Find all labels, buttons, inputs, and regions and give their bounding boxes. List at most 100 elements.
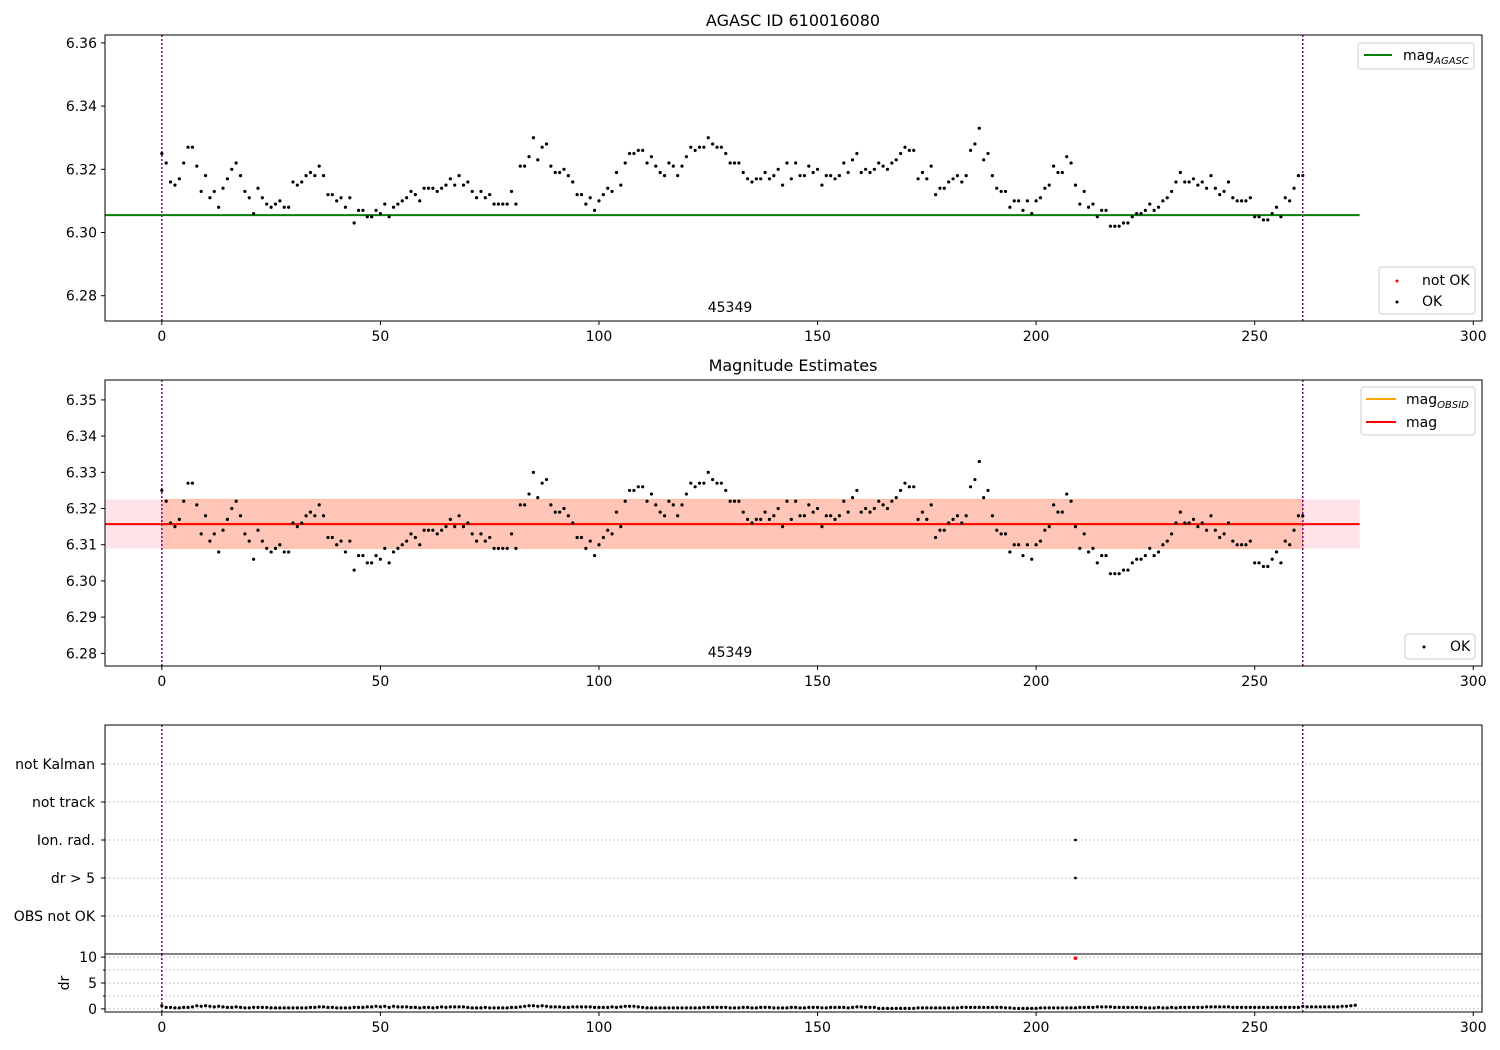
- dr-ok-point: [964, 1005, 968, 1009]
- panel1-legend-lower: not OK OK: [1378, 266, 1476, 315]
- ok-point: [269, 205, 273, 209]
- ok-point: [1047, 525, 1051, 529]
- ok-point: [1021, 208, 1025, 212]
- ok-point: [588, 196, 592, 200]
- ok-point: [1139, 557, 1143, 561]
- ok-point: [711, 142, 715, 146]
- ok-point: [282, 550, 286, 554]
- dr-ok-point: [549, 1005, 553, 1009]
- ok-point: [711, 477, 715, 482]
- dr-ok-point: [221, 1005, 225, 1009]
- ok-point: [352, 221, 356, 225]
- ok-point: [160, 488, 164, 493]
- ok-point: [763, 170, 767, 175]
- ok-point: [1165, 539, 1169, 543]
- panel4-frame: [104, 953, 1483, 1013]
- ok-point: [1226, 180, 1231, 184]
- ok-point: [732, 499, 737, 503]
- panel2-xtick-label: 0: [157, 674, 166, 690]
- ok-point: [470, 532, 474, 536]
- dr-ok-point: [1222, 1005, 1226, 1009]
- dr-ok-point: [431, 1006, 435, 1010]
- ok-point: [960, 521, 964, 525]
- dr-ok-point: [1091, 1005, 1095, 1009]
- dr-ok-point: [1117, 1005, 1121, 1009]
- dr-ok-point: [1148, 1006, 1152, 1010]
- ok-point: [1117, 572, 1121, 576]
- ok-point: [492, 546, 496, 550]
- ok-point: [431, 528, 435, 532]
- ok-point: [715, 481, 719, 485]
- ok-point: [501, 546, 505, 550]
- ok-point: [1135, 557, 1139, 561]
- ok-point: [632, 488, 636, 493]
- ok-point: [719, 481, 723, 485]
- ok-point: [1052, 503, 1056, 507]
- ok-point: [348, 196, 352, 200]
- ok-point: [1017, 543, 1021, 547]
- ok-point: [321, 514, 326, 518]
- dr-ok-point: [1100, 1005, 1104, 1009]
- ok-point: [1248, 196, 1252, 200]
- panel2-ytick-label: 6.32: [66, 502, 97, 518]
- ok-point: [1274, 550, 1279, 554]
- ok-point: [1161, 199, 1165, 203]
- ok-point: [1196, 183, 1200, 187]
- ok-point: [1148, 546, 1152, 550]
- ok-point: [802, 174, 807, 178]
- dr-ok-point: [627, 1004, 632, 1008]
- ok-point: [1030, 211, 1034, 216]
- ok-point: [1117, 224, 1121, 228]
- ok-point: [1130, 561, 1134, 565]
- ok-point: [807, 164, 811, 168]
- ok-point: [1174, 180, 1178, 184]
- ok-point: [571, 180, 575, 184]
- ok-point: [509, 532, 514, 536]
- dr-ok-point: [632, 1004, 636, 1008]
- dr-ok-point: [1017, 1006, 1021, 1010]
- ok-point: [1073, 525, 1078, 529]
- panel4-xtick-label: 250: [1241, 1020, 1268, 1036]
- ok-point: [789, 177, 793, 181]
- ok-point: [693, 148, 697, 152]
- ok-point: [260, 539, 264, 543]
- ok-point: [899, 488, 903, 493]
- ok-point: [767, 177, 772, 181]
- panel2-ytick-label: 6.31: [66, 538, 97, 554]
- ok-point: [658, 170, 662, 175]
- flag-category-label: OBS not OK: [14, 909, 96, 925]
- panel1-xtick-label: 200: [1023, 329, 1050, 345]
- dr-ok-point: [195, 1004, 199, 1008]
- ok-point: [374, 553, 378, 558]
- flag-point: [1074, 876, 1077, 880]
- ok-point: [531, 470, 536, 474]
- ok-point: [820, 183, 824, 187]
- ok-point: [995, 186, 999, 190]
- dr-ok-point: [562, 1005, 566, 1009]
- dr-ok-point: [933, 1006, 938, 1010]
- ok-point: [1165, 196, 1169, 200]
- ok-point: [702, 145, 706, 149]
- ok-point: [177, 517, 181, 521]
- ok-point: [387, 215, 391, 219]
- ok-point: [505, 546, 509, 550]
- ok-point: [1213, 186, 1217, 190]
- dr-ok-point: [544, 1004, 549, 1008]
- ok-point: [217, 550, 221, 554]
- ok-point: [1082, 532, 1086, 536]
- ok-point: [1069, 499, 1073, 503]
- dr-ok-point: [1196, 1005, 1200, 1009]
- dr-ok-point: [706, 1005, 710, 1009]
- dr-ok-point: [636, 1005, 640, 1009]
- flag-category-label: not Kalman: [15, 757, 95, 773]
- dr-ok-point: [1323, 1005, 1327, 1009]
- dr-ok-point: [1156, 1005, 1161, 1009]
- ok-point: [558, 170, 562, 175]
- ok-point: [186, 481, 190, 485]
- dr-ok-point: [1340, 1004, 1344, 1008]
- dr-ok-point: [1318, 1005, 1322, 1009]
- ok-point: [850, 158, 855, 162]
- dr-ok-point: [199, 1004, 203, 1008]
- dr-ok-point: [601, 1005, 605, 1009]
- panel2-ytick-label: 6.35: [66, 393, 97, 409]
